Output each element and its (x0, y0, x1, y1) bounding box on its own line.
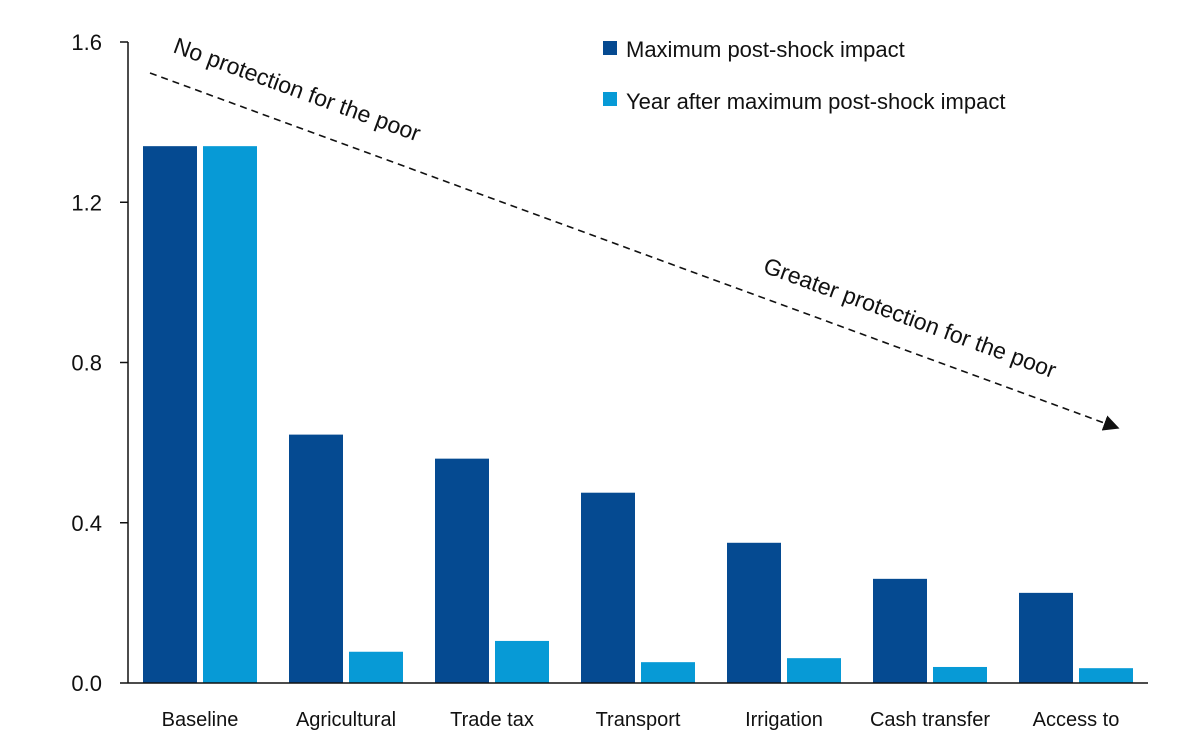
y-tick-label: 1.2 (71, 190, 102, 215)
x-category-label: Access to (1033, 709, 1120, 731)
bar-year-after-3 (641, 662, 695, 683)
bar-maximum-3 (581, 492, 635, 683)
x-category-label: Irrigation (745, 709, 823, 731)
bar-year-after-0 (203, 146, 257, 684)
legend-label-year-after: Year after maximum post-shock impact (626, 89, 1005, 114)
protection-arrow (149, 72, 1120, 431)
y-tick-label: 0.4 (71, 511, 102, 536)
bar-year-after-5 (933, 666, 987, 683)
x-category-label: Transport (596, 709, 681, 731)
legend-swatch-maximum (603, 41, 617, 55)
bar-maximum-0 (143, 146, 197, 684)
legend-swatch-year-after (603, 92, 617, 106)
x-label-layer: Baseline Agricultural Trade tax Transport Ir… (162, 709, 1120, 731)
annotation-no-protection: No protection for the poor (170, 32, 424, 146)
bar-maximum-2 (435, 458, 489, 683)
x-category-label: Trade tax (450, 709, 534, 731)
bar-year-after-1 (349, 651, 403, 683)
y-tick-layer: 0.0 0.4 0.8 1.2 1.6 (71, 30, 128, 696)
y-tick-label: 1.6 (71, 30, 102, 55)
bar-maximum-6 (1019, 592, 1073, 683)
bar-maximum-1 (289, 434, 343, 683)
x-category-label: Baseline (162, 709, 239, 731)
bars-layer (143, 146, 1133, 684)
bar-year-after-4 (787, 658, 841, 683)
bar-year-after-6 (1079, 668, 1133, 683)
y-tick-label: 0.0 (71, 671, 102, 696)
legend-label-maximum: Maximum post-shock impact (626, 37, 905, 62)
y-tick-label: 0.8 (71, 351, 102, 376)
bar-year-after-2 (495, 640, 549, 683)
x-category-label: Cash transfer (870, 709, 990, 731)
x-category-label: Agricultural (296, 709, 396, 731)
bar-maximum-5 (873, 578, 927, 683)
annotation-greater-protection: Greater protection for the poor (760, 252, 1060, 383)
bar-maximum-4 (727, 542, 781, 683)
legend: Maximum post-shock impact Year after max… (603, 37, 1005, 114)
